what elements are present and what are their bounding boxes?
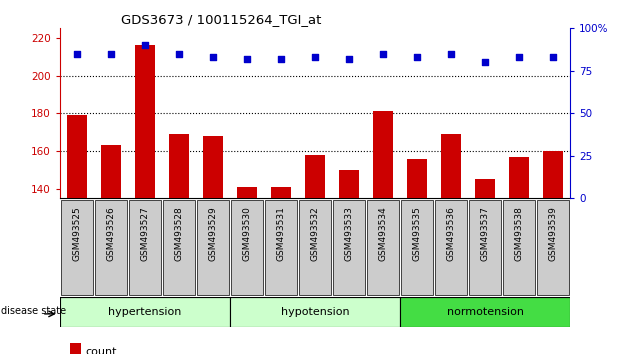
Bar xyxy=(339,170,359,354)
Point xyxy=(208,55,218,60)
Text: GSM493537: GSM493537 xyxy=(481,206,490,261)
FancyBboxPatch shape xyxy=(197,200,229,295)
Text: GSM493529: GSM493529 xyxy=(209,206,217,261)
FancyBboxPatch shape xyxy=(60,297,230,327)
Point xyxy=(548,55,558,60)
FancyBboxPatch shape xyxy=(333,200,365,295)
Text: count: count xyxy=(86,347,117,354)
Point xyxy=(174,51,184,57)
Bar xyxy=(373,112,393,354)
Point xyxy=(344,56,354,62)
FancyBboxPatch shape xyxy=(503,200,536,295)
Text: GSM493525: GSM493525 xyxy=(72,206,81,261)
Bar xyxy=(509,157,529,354)
Bar xyxy=(441,134,461,354)
Text: GSM493526: GSM493526 xyxy=(106,206,115,261)
Text: GSM493536: GSM493536 xyxy=(447,206,455,261)
Bar xyxy=(67,115,87,354)
Bar xyxy=(305,155,325,354)
Point xyxy=(276,56,286,62)
Text: GSM493528: GSM493528 xyxy=(175,206,183,261)
Point xyxy=(514,55,524,60)
Text: GSM493533: GSM493533 xyxy=(345,206,353,261)
Text: GDS3673 / 100115264_TGI_at: GDS3673 / 100115264_TGI_at xyxy=(121,13,321,26)
FancyBboxPatch shape xyxy=(94,200,127,295)
FancyBboxPatch shape xyxy=(129,200,161,295)
FancyBboxPatch shape xyxy=(469,200,501,295)
Bar xyxy=(237,187,257,354)
FancyBboxPatch shape xyxy=(299,200,331,295)
Point xyxy=(480,59,490,65)
Bar xyxy=(407,159,427,354)
FancyBboxPatch shape xyxy=(367,200,399,295)
FancyBboxPatch shape xyxy=(163,200,195,295)
Point xyxy=(72,51,82,57)
Text: GSM493532: GSM493532 xyxy=(311,206,319,261)
Bar xyxy=(543,151,563,354)
Text: GSM493538: GSM493538 xyxy=(515,206,524,261)
Text: hypotension: hypotension xyxy=(281,307,349,318)
Bar xyxy=(169,134,189,354)
Point xyxy=(310,55,320,60)
FancyBboxPatch shape xyxy=(230,297,400,327)
Text: disease state: disease state xyxy=(1,306,66,316)
Text: normotension: normotension xyxy=(447,307,524,318)
FancyBboxPatch shape xyxy=(435,200,467,295)
Point xyxy=(242,56,252,62)
Point xyxy=(140,42,150,48)
FancyBboxPatch shape xyxy=(537,200,570,295)
Text: hypertension: hypertension xyxy=(108,307,181,318)
Point xyxy=(106,51,116,57)
FancyBboxPatch shape xyxy=(401,200,433,295)
FancyBboxPatch shape xyxy=(60,200,93,295)
Text: GSM493539: GSM493539 xyxy=(549,206,558,261)
Text: GSM493531: GSM493531 xyxy=(277,206,285,261)
Bar xyxy=(101,145,121,354)
Point xyxy=(412,55,422,60)
Bar xyxy=(271,187,291,354)
Text: GSM493535: GSM493535 xyxy=(413,206,421,261)
Text: GSM493534: GSM493534 xyxy=(379,206,387,261)
Text: GSM493527: GSM493527 xyxy=(140,206,149,261)
Bar xyxy=(203,136,223,354)
Point xyxy=(378,51,388,57)
Point xyxy=(446,51,456,57)
Bar xyxy=(475,179,495,354)
Bar xyxy=(135,45,155,354)
Text: GSM493530: GSM493530 xyxy=(243,206,251,261)
FancyBboxPatch shape xyxy=(400,297,570,327)
FancyBboxPatch shape xyxy=(231,200,263,295)
Bar xyxy=(70,343,81,354)
FancyBboxPatch shape xyxy=(265,200,297,295)
